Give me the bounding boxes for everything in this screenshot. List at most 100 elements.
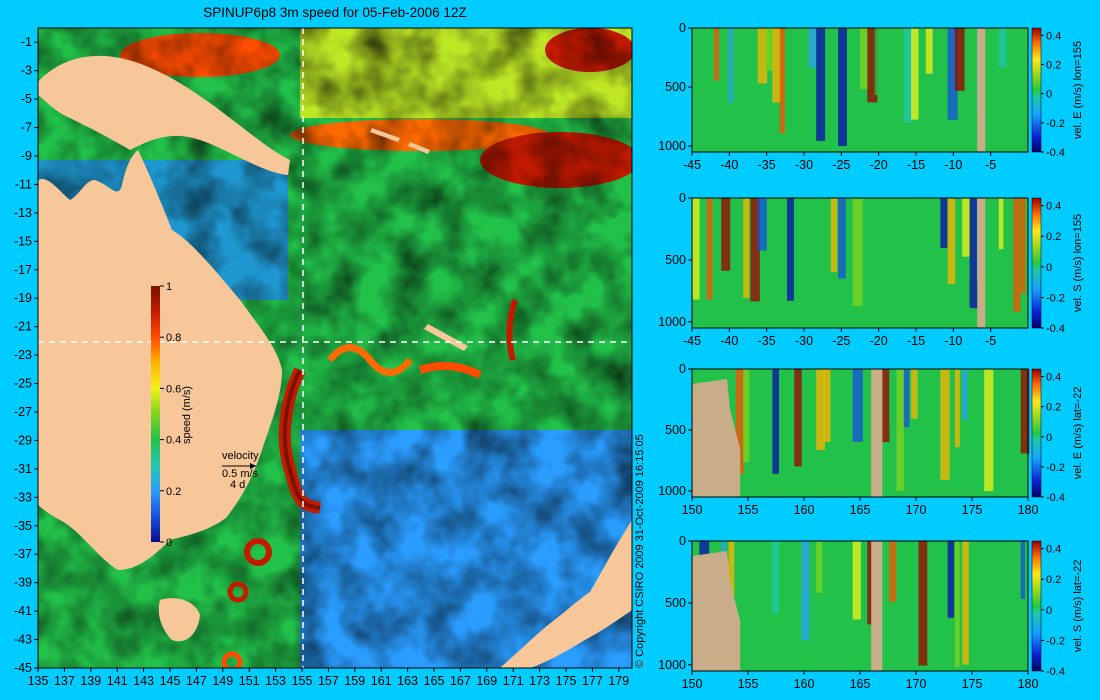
map-lon-tick-label: 155 — [292, 674, 313, 688]
section-land-mask — [871, 541, 883, 671]
section-velocity-stripe — [969, 198, 978, 309]
section-velocity-stripe — [838, 28, 847, 147]
section-velocity-stripe — [713, 28, 719, 81]
section-y-tick-label: 1000 — [658, 484, 686, 498]
map-lat-tick-label: -15 — [14, 234, 32, 248]
section-x-tick-label: -25 — [832, 334, 850, 348]
speed-colorbar-tick-label: 0.6 — [166, 383, 181, 395]
section-velocity-stripe — [779, 28, 785, 134]
section-velocity-stripe — [852, 198, 863, 307]
section-x-tick-label: -35 — [758, 158, 776, 172]
section-velocity-stripe — [838, 198, 846, 279]
map-lat-tick-label: -45 — [14, 661, 32, 675]
map-title: SPINUP6p8 3m speed for 05-Feb-2006 12Z — [203, 5, 466, 20]
section-colorbar — [1031, 27, 1042, 153]
section-velocity-stripe — [918, 541, 928, 666]
land-new-guinea — [38, 55, 290, 175]
land-new-caledonia — [424, 324, 468, 351]
map-lon-tick-label: 177 — [582, 674, 603, 688]
map-lon-tick-label: 141 — [107, 674, 128, 688]
section-x-tick-label: 180 — [1018, 677, 1039, 691]
map-lon-tick-label: 167 — [450, 674, 471, 688]
section-velocity-stripe — [852, 369, 863, 442]
section-x-tick-label: -15 — [907, 158, 925, 172]
eddy-ring — [221, 651, 243, 668]
map-frame — [37, 27, 633, 669]
map-lon-tick-label: 137 — [54, 674, 75, 688]
section-velocity-stripe — [750, 541, 757, 638]
map-lon-tick-label: 139 — [80, 674, 101, 688]
eddy-filament — [327, 344, 413, 376]
map-lat-tick-label: -43 — [14, 633, 32, 647]
section-land-mask — [871, 369, 883, 497]
speed-colorbar-ticks: 1 0.8 0.6 0.4 0.2 0 — [160, 281, 181, 549]
section-land-mask — [692, 379, 741, 497]
map-lat-tick-label: -3 — [21, 64, 32, 78]
section-velocity-stripe — [984, 198, 991, 305]
map-lat-tick-label: -31 — [14, 462, 32, 476]
section-colorbar-tick-label: 0 — [1046, 262, 1052, 274]
map-lon-tick-label: 163 — [397, 674, 418, 688]
section-velocity-stripe — [816, 541, 823, 593]
section-velocity-stripe — [757, 198, 767, 251]
section-colorbar-tick-label: -0.4 — [1046, 666, 1065, 678]
section-velocity-stripe — [750, 198, 760, 302]
section-colorbar-tick-label: 0.2 — [1046, 59, 1061, 71]
map-lat-tick-label: -25 — [14, 377, 32, 391]
section-velocity-stripe — [998, 28, 1007, 68]
section-velocity-stripe — [765, 28, 773, 71]
section-velocity-stripe — [743, 198, 750, 298]
section-frame — [691, 197, 1029, 329]
speed-colorbar-tick-label: 0.8 — [166, 332, 181, 344]
section-panel-1: -45 -40 -35 -30 -25 -20 -15 -10 -5 0 500 1000 0.4 0.2… — [658, 21, 1084, 172]
section-x-tick-label: 160 — [794, 503, 815, 517]
section-x-tick-label: 165 — [850, 677, 871, 691]
section-velocity-stripe — [801, 541, 811, 641]
section-colorbar-tick-label: -0.2 — [1046, 462, 1065, 474]
warm-core-eddy-small — [227, 581, 249, 603]
section-velocity-stripe — [947, 198, 956, 285]
section-y-tick-label: 500 — [665, 253, 686, 267]
section-velocity-stripe — [860, 28, 869, 89]
section-y-tick-label: 0 — [679, 362, 686, 376]
section-colorbar-tick-label: 0.2 — [1046, 574, 1061, 586]
section-y-tick-label: 0 — [679, 534, 686, 548]
section-velocity-stripe — [874, 28, 881, 96]
map-lon-tick-label: 149 — [212, 674, 233, 688]
section-y-tick-label: 1000 — [658, 139, 686, 153]
section-x-tick-label: -40 — [720, 158, 738, 172]
section-colorbar-tick-label: 0.4 — [1046, 372, 1061, 384]
map-lon-tick-label: 171 — [503, 674, 524, 688]
copyright-notice: © Copyright CSIRO 2009 31-Oct-2009 16:15… — [634, 434, 646, 668]
map-lat-tick-label: -9 — [21, 149, 32, 163]
section-velocity-stripe — [735, 28, 744, 108]
eddy-filament — [418, 362, 482, 379]
section-velocity-stripe — [940, 198, 948, 248]
section-x-tick-label: 175 — [962, 677, 983, 691]
land-new-zealand — [500, 520, 632, 668]
section-x-tick-label: -5 — [985, 334, 996, 348]
section-velocity-stripe — [881, 369, 890, 443]
section-velocity-stripe — [757, 541, 764, 617]
section-velocity-stripe — [984, 369, 994, 492]
map-lon-tick-label: 161 — [371, 674, 392, 688]
section-velocity-stripe — [823, 369, 831, 442]
section-colorbar-label: vel. E (m/s) lon=155 — [1072, 41, 1084, 139]
section-panels: -45 -40 -35 -30 -25 -20 -15 -10 -5 0 500 1000 0.4 0.2… — [658, 21, 1084, 691]
section-velocity-stripe — [808, 541, 816, 644]
section-x-tick-label: 165 — [850, 503, 871, 517]
speed-colorbar-tick-label: 0 — [166, 537, 172, 549]
map-lat-tick-label: -41 — [14, 604, 32, 618]
section-x-tick-label: -5 — [985, 158, 996, 172]
map-lon-tick-label: 147 — [186, 674, 207, 688]
section-colorbar-tick-label: 0.4 — [1046, 544, 1061, 556]
velocity-key-arrowhead — [250, 463, 256, 469]
section-x-tick-label: 160 — [794, 677, 815, 691]
section-x-tick-label: 175 — [962, 503, 983, 517]
section-velocity-stripe — [1020, 198, 1026, 294]
section-velocity-stripe — [786, 198, 794, 301]
section-velocity-stripe — [794, 369, 802, 467]
map-lon-tick-label: 175 — [556, 674, 577, 688]
map-lon-tick-label: 169 — [476, 674, 497, 688]
